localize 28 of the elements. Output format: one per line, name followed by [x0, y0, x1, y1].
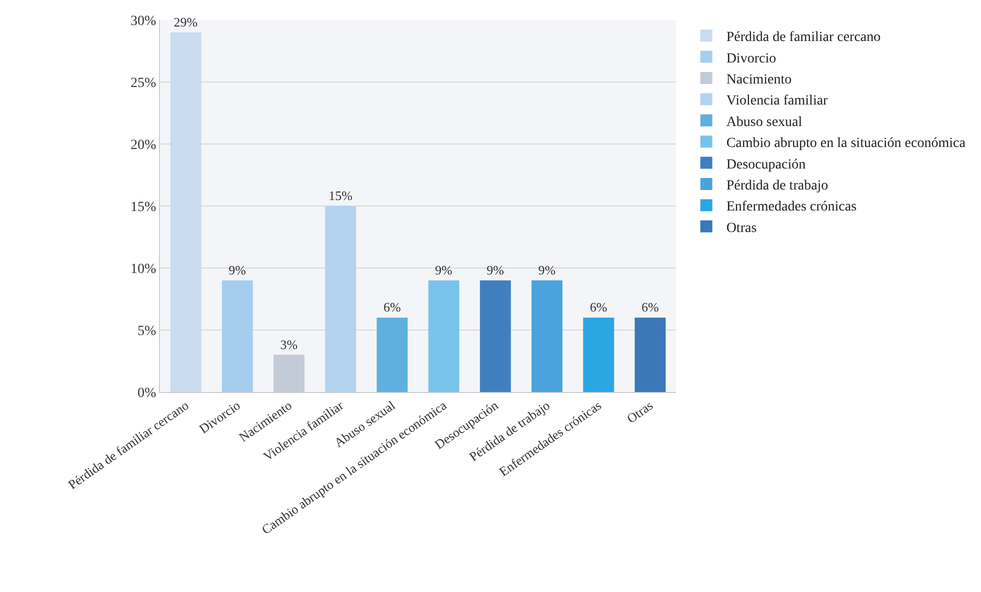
data-label: 9% [228, 262, 246, 278]
y-tick-label: 15% [130, 200, 157, 215]
data-label: 9% [538, 262, 556, 278]
legend-label: Desocupación [726, 157, 806, 172]
legend-label: Enfermedades crónicas [726, 200, 857, 215]
data-label: 6% [641, 300, 659, 315]
data-label: 9% [486, 262, 504, 278]
legend-label: Pérdida de trabajo [726, 178, 828, 194]
y-tick-label: 5% [138, 324, 157, 339]
legend-label: Abuso sexual [726, 114, 802, 130]
data-label: 6% [590, 300, 608, 315]
legend-label: Divorcio [726, 51, 776, 66]
y-tick-label: 25% [130, 76, 157, 91]
y-tick-label: 10% [130, 262, 157, 277]
y-tick-label: 20% [130, 138, 157, 153]
data-label: 9% [435, 262, 453, 278]
legend-label: Violencia familiar [726, 94, 828, 109]
x-tick-label: Otras [624, 398, 656, 426]
data-label: 29% [174, 14, 198, 30]
data-label: 3% [280, 336, 298, 352]
data-label: 15% [328, 188, 353, 203]
y-tick-label: 30% [130, 14, 157, 29]
legend-label: Otras [726, 220, 757, 236]
legend-label: Pérdida de familiar cercano [726, 30, 881, 46]
legend-label: Cambio abrupto en la situación económica [726, 136, 966, 152]
data-label: 6% [383, 300, 401, 315]
y-tick-label: 0% [138, 386, 157, 401]
legend-label: Nacimiento [726, 72, 792, 88]
